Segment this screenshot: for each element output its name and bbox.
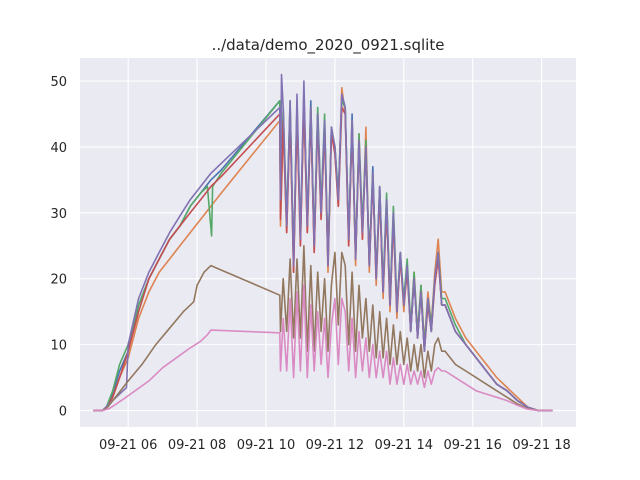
x-tick-label-0: 09-21 06 <box>99 438 157 453</box>
grid-lines <box>80 58 576 427</box>
chart-title: ../data/demo_2020_0921.sqlite <box>212 36 445 55</box>
y-tick-label-3: 30 <box>50 207 67 222</box>
x-tick-label-1: 09-21 08 <box>168 438 226 453</box>
x-tick-label-5: 09-21 16 <box>443 438 501 453</box>
y-tick-label-5: 50 <box>50 75 67 90</box>
series-layer <box>93 73 553 412</box>
y-tick-label-0: 0 <box>59 405 67 420</box>
y-tick-label-1: 10 <box>50 339 67 354</box>
tick-labels: 0 10 20 30 40 50 09-21 06 09-21 08 09-21 10 09-21… <box>50 75 570 453</box>
x-tick-label-2: 09-21 10 <box>237 438 295 453</box>
x-tick-label-3: 09-21 12 <box>306 438 364 453</box>
series-line-5 <box>93 73 553 412</box>
x-tick-label-6: 09-21 18 <box>512 438 570 453</box>
series-line-6 <box>93 245 553 412</box>
series-line-7 <box>93 284 553 412</box>
y-tick-label-2: 20 <box>50 273 67 288</box>
x-tick-label-4: 09-21 14 <box>375 438 433 453</box>
y-tick-label-4: 40 <box>50 141 67 156</box>
